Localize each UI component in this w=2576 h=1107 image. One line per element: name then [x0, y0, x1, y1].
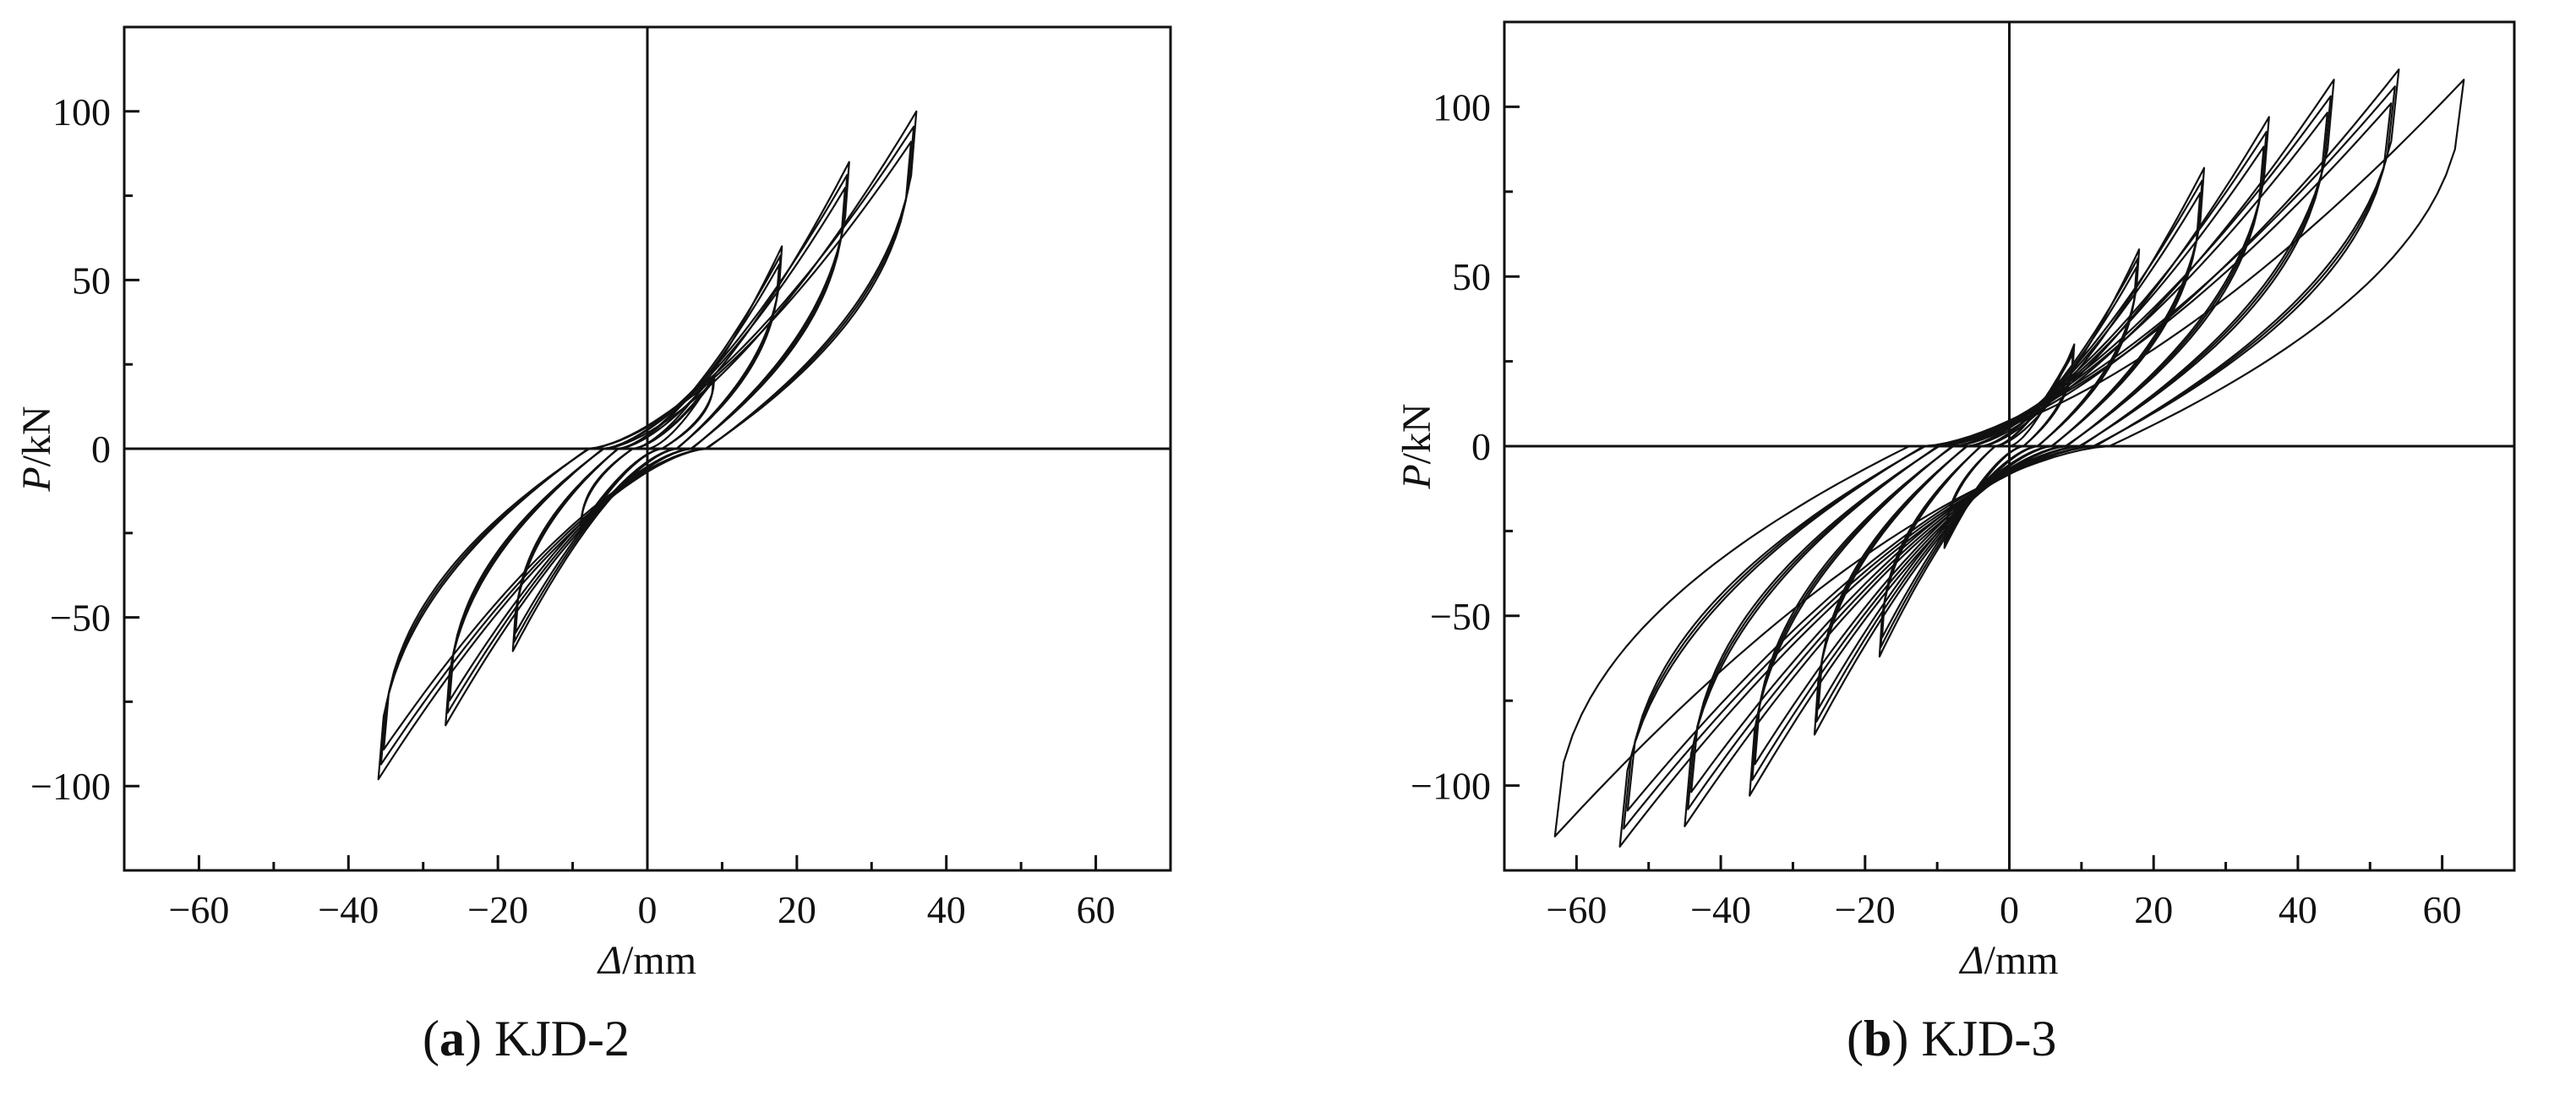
y-tick-label: 50	[1452, 255, 1491, 298]
loop-cycle-4-rep-3	[382, 140, 913, 751]
hysteresis-curves	[377, 110, 918, 781]
loop-cycle-2-rep-3	[514, 263, 781, 635]
x-tick-label: 0	[638, 888, 658, 931]
x-tick-label: 20	[778, 888, 816, 931]
x-tick-label: 40	[927, 888, 966, 931]
y-tick-label: −100	[30, 765, 111, 808]
x-tick-label: 20	[2134, 888, 2173, 931]
y-tick-label: 0	[1471, 425, 1491, 468]
loop-cycle-3-rep-3	[1817, 192, 2202, 710]
y-tick-label: 100	[52, 90, 111, 134]
x-tick-label: −20	[1835, 888, 1896, 931]
caption-b-tag: b	[1863, 1011, 1892, 1066]
caption-a-specimen: KJD-2	[494, 1011, 630, 1066]
y-tick-label: 100	[1433, 85, 1491, 128]
x-tick-label: −60	[1546, 888, 1607, 931]
caption-a: (a) KJD-2	[423, 1011, 630, 1066]
panel-a-kjd-2: −60 −40 −20 0 20 40 60 −100 −50 0 50 100 Δ/mm P/kN	[14, 25, 1172, 983]
loop-cycle-5-rep-3	[1690, 112, 2328, 793]
x-tick-label: −40	[1690, 888, 1751, 931]
caption-b-specimen: KJD-3	[1921, 1011, 2057, 1066]
x-tick-label: 60	[2423, 888, 2462, 931]
x-tick-label: 60	[1077, 888, 1116, 931]
loop-cycle-2-rep-3	[1880, 265, 2138, 639]
y-tick-label: 0	[91, 428, 111, 471]
x-axis-title: Δ/mm	[597, 938, 696, 983]
y-tick-label: 50	[72, 259, 111, 302]
x-tick-label: −20	[467, 888, 528, 931]
y-tick-label: −100	[1411, 765, 1491, 808]
x-tick-label: −40	[318, 888, 379, 931]
caption-a-tag: a	[439, 1011, 465, 1066]
loop-cycle-7-rep-1	[1553, 79, 2465, 837]
x-axis-title: Δ/mm	[1958, 938, 2058, 983]
hysteresis-curves	[1553, 68, 2465, 848]
loop-cycle-3-rep-3	[448, 187, 847, 701]
caption-b: (b) KJD-3	[1847, 1011, 2057, 1066]
y-tick-label: −50	[50, 597, 111, 640]
y-axis-title: P/kN	[14, 406, 59, 492]
x-tick-label: 40	[2279, 888, 2317, 931]
y-axis-title: P/kN	[1394, 403, 1439, 489]
x-tick-label: −60	[168, 888, 229, 931]
y-tick-label: −50	[1430, 595, 1491, 638]
loop-cycle-6-rep-3	[1626, 102, 2393, 812]
loop-cycle-1-rep-3	[580, 380, 715, 526]
x-tick-label: 0	[2000, 888, 2019, 931]
panel-b-kjd-3: −60 −40 −20 0 20 40 60 −100 −50 0 50 100 Δ/mm P/kN	[1394, 20, 2516, 983]
loop-cycle-4-rep-3	[1754, 145, 2265, 766]
